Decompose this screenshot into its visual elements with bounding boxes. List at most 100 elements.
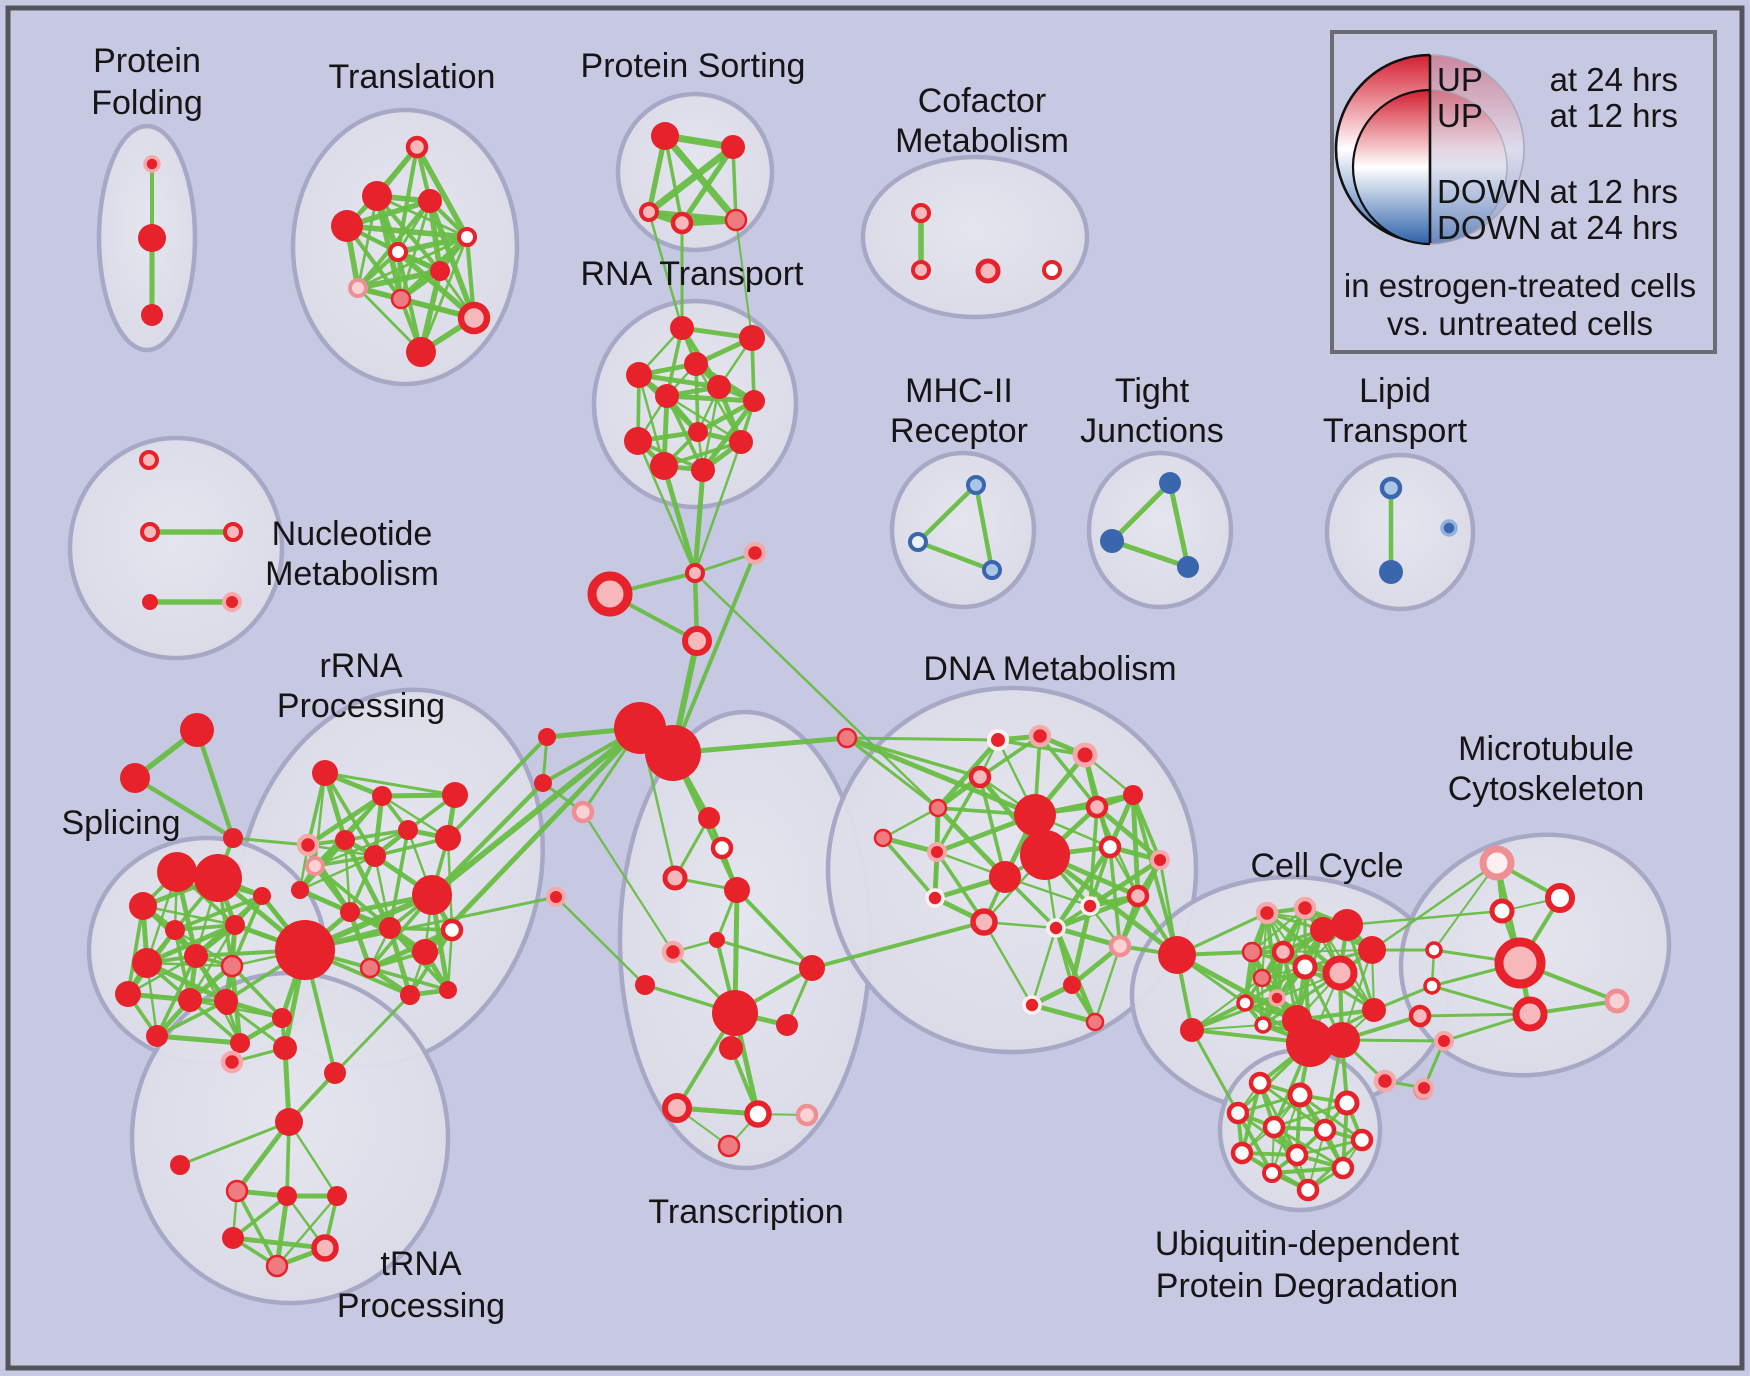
node-dm8 [873, 828, 893, 848]
node-rr6 [364, 845, 386, 867]
edge-ub5-ub10 [1272, 1125, 1345, 1170]
edge-rr5-rr11 [343, 838, 352, 914]
cluster-translation-label: Translation [329, 58, 496, 96]
legend-note-line-2: vs. untreated cells [1387, 305, 1653, 342]
node-ub11 [1262, 1163, 1282, 1183]
node-rr2 [372, 786, 392, 806]
cluster-cell-cycle-label: Cell Cycle [1250, 847, 1403, 885]
node-mc2 [1545, 883, 1575, 913]
node-cc8 [1322, 955, 1358, 991]
node-hub2 [645, 725, 701, 781]
node-triB [120, 763, 150, 793]
cluster-splicing-label: Splicing [61, 804, 180, 842]
node-tx17 [635, 975, 655, 995]
node-dm3 [1072, 742, 1098, 768]
node-t7 [430, 261, 450, 281]
node-lt3 [1440, 519, 1458, 537]
node-dm5 [928, 798, 948, 818]
node-mh3 [982, 560, 1002, 580]
legend-row-3-direction: DOWN [1437, 209, 1541, 246]
node-tx8 [712, 990, 758, 1036]
node-ub3 [1334, 1090, 1360, 1116]
edge-dm11-dm16 [935, 850, 986, 924]
legend-row-3-time: at 24 hrs [1550, 209, 1678, 246]
node-cc9 [1358, 936, 1386, 964]
node-pf3 [141, 304, 163, 326]
legend-row-0-time: at 24 hrs [1550, 61, 1678, 98]
edge-tr8-tr12 [274, 1193, 290, 1269]
edge-dm16-dm23 [982, 920, 1034, 1007]
node-tr10 [222, 1227, 244, 1249]
node-tr1 [217, 995, 237, 1015]
node-cc3 [1310, 917, 1336, 943]
edge-t2-t5 [375, 194, 469, 239]
cluster-rrna-processing-label: rRNA Processing [277, 647, 445, 725]
edge-dm1-dm3 [996, 738, 1087, 757]
edge-rt6-rt7 [664, 393, 757, 404]
cluster-microtubule-cytoskeleton-label: Microtubule Cytoskeleton [1448, 730, 1645, 808]
node-sp12 [253, 887, 271, 905]
node-sp3 [129, 892, 157, 920]
node-ub5 [1262, 1115, 1286, 1139]
edge-sp3-sp8 [126, 904, 145, 996]
edge-hub2-cr1 [670, 735, 850, 756]
edge-ch4-hub2 [671, 551, 757, 755]
node-ub2 [1287, 1082, 1313, 1108]
node-cr1 [836, 727, 858, 749]
edge-tx18-dm16 [810, 920, 986, 970]
edge-tr7-tr12 [235, 1189, 279, 1268]
node-tj1 [1159, 472, 1181, 494]
node-t8 [348, 278, 368, 298]
edge-dm21-cc14 [1174, 952, 1300, 1023]
node-sp9 [178, 988, 202, 1012]
cluster-rna-transport-label: RNA Transport [581, 255, 805, 293]
node-cl2 [534, 774, 552, 792]
node-tx11 [662, 1093, 692, 1123]
node-tr7 [225, 1179, 249, 1203]
edge-tr9-tr12 [275, 1194, 339, 1268]
node-dm19 [1046, 918, 1066, 938]
node-mc10 [1434, 1031, 1454, 1051]
node-ch4 [743, 541, 767, 565]
node-rt12 [729, 430, 753, 454]
node-cc7 [1292, 954, 1318, 980]
edge-tr4-rr16 [333, 993, 412, 1075]
edge-rr2-rr8 [380, 794, 450, 840]
node-cc12 [1236, 994, 1254, 1012]
edge-rt11-ch1 [692, 467, 706, 576]
node-cl5 [546, 887, 566, 907]
node-dm6 [1123, 785, 1143, 805]
node-cc13 [1254, 1016, 1272, 1034]
node-dm10 [1020, 830, 1070, 880]
edge-dm5-dm8 [881, 806, 940, 840]
node-rr17 [439, 981, 457, 999]
node-cc16 [1324, 1022, 1360, 1058]
node-nm4 [142, 594, 158, 610]
node-tr3 [273, 1036, 297, 1060]
node-ub4 [1226, 1101, 1250, 1125]
edge-t1-t5 [414, 144, 470, 240]
node-tj3 [1177, 556, 1199, 578]
edge-sp5-sp14 [155, 954, 198, 1038]
edge-dm21-dm10 [1042, 852, 1180, 958]
node-rt4 [626, 362, 652, 388]
edge-dm23-dm24 [1029, 1002, 1098, 1025]
node-rt11 [691, 458, 715, 482]
node-ch2 [587, 571, 633, 617]
edge-rt10-ch1 [661, 463, 698, 576]
node-rr8 [435, 825, 461, 851]
edge-mh1-mh3 [973, 482, 995, 573]
node-tx16 [661, 940, 685, 964]
node-dm23 [1022, 995, 1042, 1015]
edge-tj2-tj3 [1109, 538, 1191, 570]
edge-sp6-sp7 [144, 922, 238, 966]
edge-ch1-dm5 [693, 571, 940, 810]
legend-row-2-time: at 12 hrs [1550, 173, 1678, 210]
node-sp10 [220, 954, 244, 978]
node-cc20 [1180, 1018, 1204, 1042]
cluster-cofactor-metabolism-bubble [860, 154, 1090, 320]
node-cc15 [1286, 1019, 1334, 1067]
edge-ps2-ps5 [731, 145, 738, 222]
node-ps5 [724, 208, 748, 232]
